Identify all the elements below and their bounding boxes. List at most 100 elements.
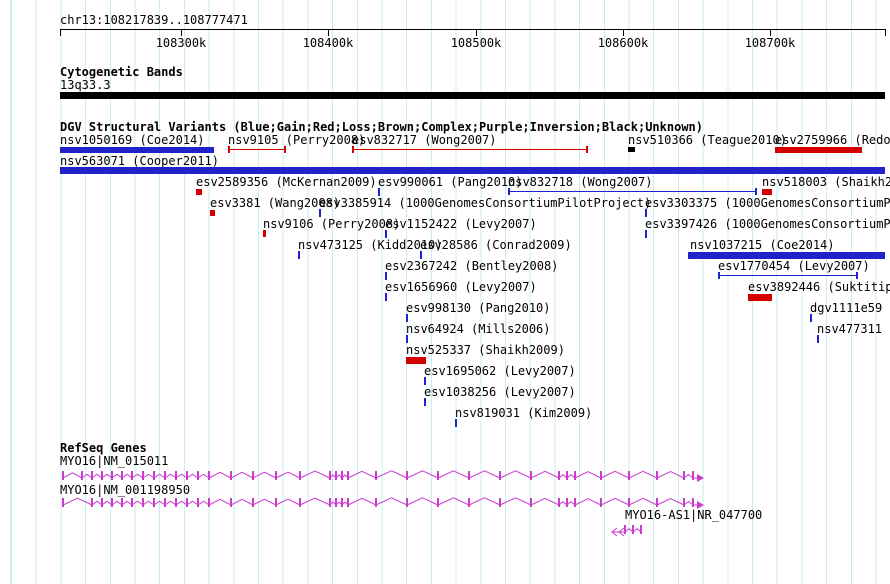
variant-mark-end[interactable] xyxy=(755,188,757,195)
ruler-tick-label: 108600k xyxy=(597,36,649,50)
gene-label[interactable]: MYO16|NM_001198950 xyxy=(60,483,191,497)
variant-mark[interactable] xyxy=(378,188,380,196)
variant-mark[interactable] xyxy=(406,357,426,364)
variant-label[interactable]: esv832717 (Wong2007) xyxy=(352,133,497,147)
ruler-tick-label: 108400k xyxy=(302,36,354,50)
variant-mark-end[interactable] xyxy=(586,146,588,153)
variant-label[interactable]: nsv9106 (Perry2008) xyxy=(263,217,401,231)
gene-model[interactable] xyxy=(610,521,657,539)
variant-mark[interactable] xyxy=(508,191,757,192)
variant-label[interactable]: nsv518003 (Shaikh2009 xyxy=(762,175,890,189)
variant-label[interactable]: esv3303375 (1000GenomesConsortiumPilotPr… xyxy=(645,196,890,210)
ruler-tick xyxy=(476,29,477,36)
variant-mark[interactable] xyxy=(210,210,215,216)
variant-mark[interactable] xyxy=(817,335,819,343)
variant-label[interactable]: dgv1111e59 (10 xyxy=(810,301,890,315)
variant-label[interactable]: esv1038256 (Levy2007) xyxy=(424,385,576,399)
variant-mark[interactable] xyxy=(718,275,858,276)
cytobands-track-title: Cytogenetic Bands xyxy=(60,65,183,79)
variant-mark[interactable] xyxy=(748,294,772,301)
variant-label[interactable]: esv1152422 (Levy2007) xyxy=(385,217,537,231)
variant-label[interactable]: esv3385914 (1000GenomesConsortiumPilotPr… xyxy=(319,196,652,210)
variant-mark-end[interactable] xyxy=(508,188,510,195)
variant-mark[interactable] xyxy=(424,398,426,406)
variant-mark[interactable] xyxy=(406,335,408,343)
variant-label[interactable]: nsv1050169 (Coe2014) xyxy=(60,133,205,147)
ruler-tick xyxy=(181,29,182,36)
variant-mark[interactable] xyxy=(385,293,387,301)
ruler-tick xyxy=(328,29,329,36)
variant-label[interactable]: esv3381 (Wang2008) xyxy=(210,196,341,210)
cytoband-name: 13q33.3 xyxy=(60,78,111,92)
variant-mark-end[interactable] xyxy=(228,146,230,153)
ruler-tick-label: 108500k xyxy=(450,36,502,50)
variant-label[interactable]: esv2589356 (McKernan2009) xyxy=(196,175,377,189)
ruler-tick xyxy=(770,29,771,36)
variant-mark[interactable] xyxy=(385,230,387,238)
variant-label[interactable]: esv3892446 (Suktitipat20 xyxy=(748,280,890,294)
variant-mark[interactable] xyxy=(688,252,885,259)
variant-mark[interactable] xyxy=(455,419,457,427)
variant-label[interactable]: nsv563071 (Cooper2011) xyxy=(60,154,219,168)
variant-mark[interactable] xyxy=(228,149,286,150)
variant-mark[interactable] xyxy=(60,147,214,153)
variant-label[interactable]: esv3397426 (1000GenomesConsortiumPilotPr… xyxy=(645,217,890,231)
gene-strand-arrow-left xyxy=(611,527,618,537)
gene-label[interactable]: MYO16-AS1|NR_047700 xyxy=(625,508,763,522)
variant-label[interactable]: nsv1037215 (Coe2014) xyxy=(690,238,835,252)
gene-strand-arrow-right xyxy=(697,474,704,482)
variant-label[interactable]: nsv477311 (Ki xyxy=(817,322,890,336)
variant-mark-end[interactable] xyxy=(718,272,720,279)
variant-mark[interactable] xyxy=(352,149,588,150)
ruler-axis xyxy=(60,29,885,30)
cytoband-bar[interactable] xyxy=(60,92,885,99)
variant-label[interactable]: nsv510366 (Teague2010) xyxy=(628,133,787,147)
variant-label[interactable]: nsv832718 (Wong2007) xyxy=(508,175,653,189)
variant-label[interactable]: esv1656960 (Levy2007) xyxy=(385,280,537,294)
gene-model[interactable] xyxy=(60,467,709,485)
variant-mark-end[interactable] xyxy=(284,146,286,153)
gene-model[interactable] xyxy=(60,494,709,512)
variant-mark[interactable] xyxy=(775,147,862,153)
ruler-tick xyxy=(885,29,886,36)
gene-label[interactable]: MYO16|NM_015011 xyxy=(60,454,169,468)
gene-strand-arrow-right xyxy=(697,501,704,509)
variant-mark[interactable] xyxy=(424,377,426,385)
variant-mark[interactable] xyxy=(298,251,300,259)
variant-label[interactable]: nsv525337 (Shaikh2009) xyxy=(406,343,565,357)
refseq-track-title: RefSeq Genes xyxy=(60,441,147,455)
variant-label[interactable]: nsv819031 (Kim2009) xyxy=(455,406,593,420)
variant-mark[interactable] xyxy=(628,147,635,152)
variant-mark-end[interactable] xyxy=(856,272,858,279)
variant-mark[interactable] xyxy=(60,167,885,174)
variant-label[interactable]: esv998130 (Pang2010) xyxy=(406,301,551,315)
variant-mark[interactable] xyxy=(645,209,647,217)
variant-mark[interactable] xyxy=(319,209,321,217)
variant-label[interactable]: esv2367242 (Bentley2008) xyxy=(385,259,559,273)
variant-label[interactable]: esv990061 (Pang2010) xyxy=(378,175,523,189)
variant-label[interactable]: esv1695062 (Levy2007) xyxy=(424,364,576,378)
variant-mark[interactable] xyxy=(406,314,408,322)
variant-label[interactable]: nsv9105 (Perry2008) xyxy=(228,133,366,147)
variant-mark[interactable] xyxy=(196,189,202,195)
variant-mark[interactable] xyxy=(810,314,812,322)
variant-label[interactable]: nsv473125 (Kidd2010) xyxy=(298,238,443,252)
ruler-tick-label: 108300k xyxy=(155,36,207,50)
variant-mark[interactable] xyxy=(420,251,422,259)
ruler-tick-label: 108700k xyxy=(744,36,796,50)
variant-label[interactable]: nsv64924 (Mills2006) xyxy=(406,322,551,336)
gene-strand-arrow-left xyxy=(618,527,625,537)
variant-label[interactable]: esv1770454 (Levy2007) xyxy=(718,259,870,273)
variant-mark[interactable] xyxy=(645,230,647,238)
dgv-track-title: DGV Structural Variants (Blue;Gain;Red;L… xyxy=(60,120,703,134)
variant-mark[interactable] xyxy=(263,230,266,237)
ruler-tick xyxy=(623,29,624,36)
variant-mark[interactable] xyxy=(762,189,772,195)
variant-mark[interactable] xyxy=(385,272,387,280)
variant-mark-end[interactable] xyxy=(352,146,354,153)
variant-label[interactable]: esv2759966 (Redon20 xyxy=(775,133,890,147)
variant-label[interactable]: esv28586 (Conrad2009) xyxy=(420,238,572,252)
ruler-tick xyxy=(60,29,61,36)
region-label: chr13:108217839..108777471 xyxy=(60,13,248,27)
